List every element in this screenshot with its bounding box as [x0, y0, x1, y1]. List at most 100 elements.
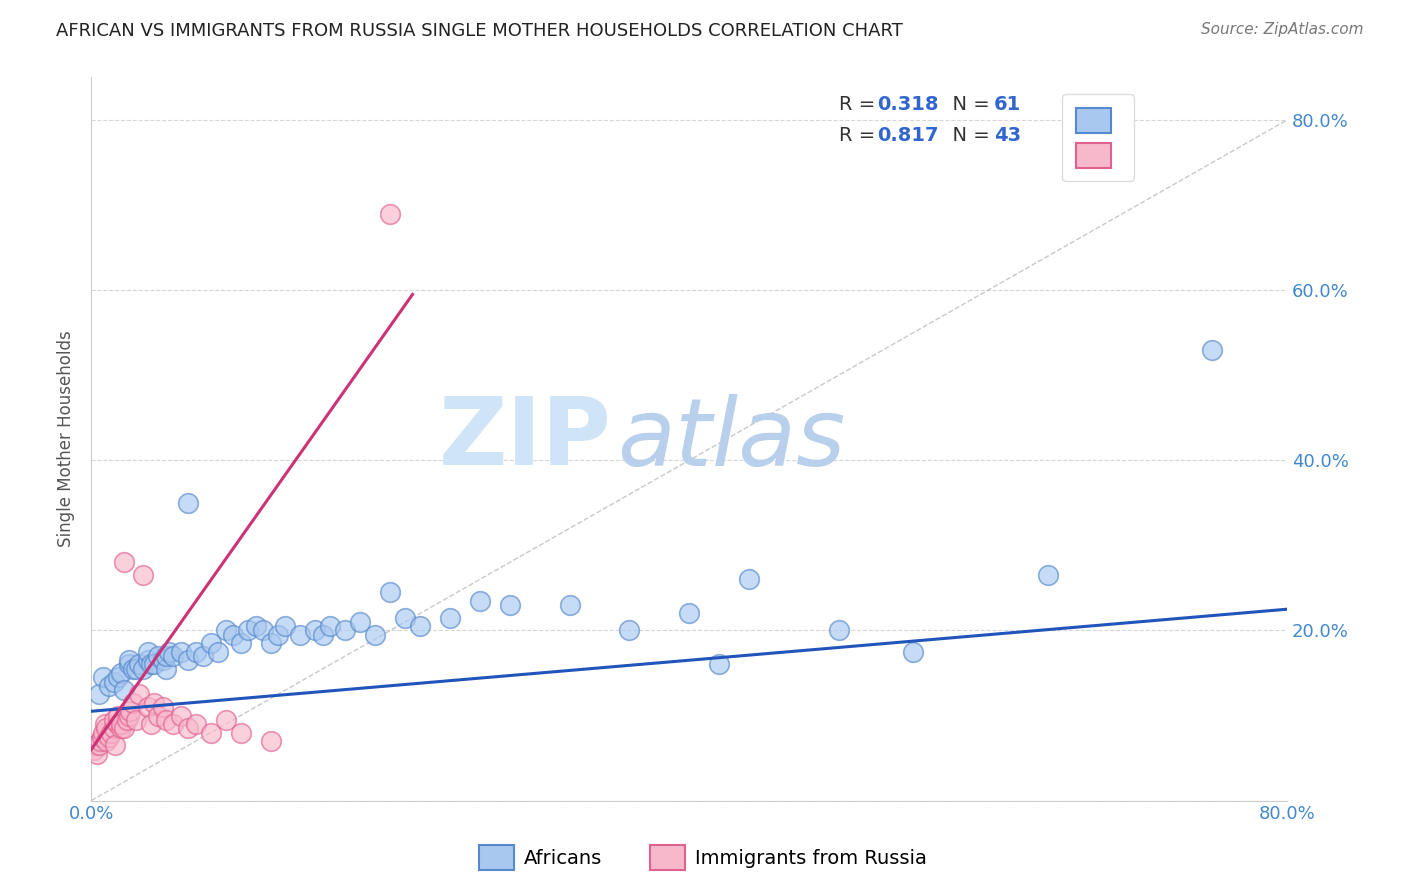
Point	[139, 657, 162, 672]
Point	[678, 607, 700, 621]
Point	[136, 653, 159, 667]
Point	[110, 665, 132, 680]
Legend: Africans, Immigrants from Russia: Africans, Immigrants from Russia	[471, 838, 935, 878]
Point	[738, 573, 761, 587]
Point	[115, 713, 138, 727]
Point	[177, 653, 200, 667]
Point	[107, 717, 129, 731]
Point	[110, 721, 132, 735]
Point	[103, 674, 125, 689]
Point	[91, 670, 114, 684]
Text: AFRICAN VS IMMIGRANTS FROM RUSSIA SINGLE MOTHER HOUSEHOLDS CORRELATION CHART: AFRICAN VS IMMIGRANTS FROM RUSSIA SINGLE…	[56, 22, 903, 40]
Point	[364, 628, 387, 642]
Point	[499, 598, 522, 612]
Point	[94, 721, 117, 735]
Point	[184, 717, 207, 731]
Point	[222, 628, 245, 642]
Point	[162, 648, 184, 663]
Point	[110, 717, 132, 731]
Point	[155, 662, 177, 676]
Point	[132, 662, 155, 676]
Point	[104, 739, 127, 753]
Point	[148, 708, 170, 723]
Point	[128, 687, 150, 701]
Point	[87, 687, 110, 701]
Point	[162, 717, 184, 731]
Point	[349, 615, 371, 629]
Point	[152, 653, 174, 667]
Point	[155, 713, 177, 727]
Point	[304, 624, 326, 638]
Point	[122, 696, 145, 710]
Legend: , : ,	[1062, 95, 1133, 181]
Point	[245, 619, 267, 633]
Point	[157, 645, 180, 659]
Point	[236, 624, 259, 638]
Point	[468, 593, 491, 607]
Point	[93, 717, 115, 731]
Point	[118, 704, 141, 718]
Point	[155, 648, 177, 663]
Point	[558, 598, 581, 612]
Text: R =: R =	[838, 126, 882, 145]
Point	[170, 645, 193, 659]
Point	[394, 610, 416, 624]
Point	[252, 624, 274, 638]
Point	[409, 619, 432, 633]
Text: N =: N =	[941, 126, 997, 145]
Point	[259, 636, 281, 650]
Point	[290, 628, 312, 642]
Point	[125, 662, 148, 676]
Point	[100, 725, 122, 739]
Point	[827, 624, 849, 638]
Point	[259, 734, 281, 748]
Point	[89, 734, 111, 748]
Point	[193, 648, 215, 663]
Point	[177, 721, 200, 735]
Point	[139, 717, 162, 731]
Point	[136, 700, 159, 714]
Point	[117, 653, 139, 667]
Point	[98, 679, 121, 693]
Point	[107, 670, 129, 684]
Point	[87, 739, 110, 753]
Point	[319, 619, 342, 633]
Point	[170, 708, 193, 723]
Point	[91, 725, 114, 739]
Point	[439, 610, 461, 624]
Y-axis label: Single Mother Households: Single Mother Households	[58, 331, 75, 548]
Point	[112, 721, 135, 735]
Point	[1036, 568, 1059, 582]
Point	[142, 657, 165, 672]
Point	[148, 648, 170, 663]
Point	[94, 734, 117, 748]
Point	[117, 657, 139, 672]
Text: Source: ZipAtlas.com: Source: ZipAtlas.com	[1201, 22, 1364, 37]
Point	[136, 645, 159, 659]
Point	[184, 645, 207, 659]
Text: 0.318: 0.318	[877, 95, 938, 114]
Point	[98, 730, 121, 744]
Point	[378, 206, 401, 220]
Text: ZIP: ZIP	[439, 393, 612, 485]
Point	[84, 739, 107, 753]
Point	[112, 683, 135, 698]
Point	[274, 619, 297, 633]
Text: 43: 43	[994, 126, 1021, 145]
Point	[152, 700, 174, 714]
Point	[312, 628, 335, 642]
Point	[112, 555, 135, 569]
Point	[378, 585, 401, 599]
Point	[215, 624, 238, 638]
Point	[707, 657, 730, 672]
Point	[903, 645, 925, 659]
Point	[86, 747, 108, 761]
Point	[128, 657, 150, 672]
Point	[103, 721, 125, 735]
Point	[122, 662, 145, 676]
Point	[229, 725, 252, 739]
Point	[207, 645, 229, 659]
Point	[107, 708, 129, 723]
Text: 61: 61	[994, 95, 1021, 114]
Point	[335, 624, 357, 638]
